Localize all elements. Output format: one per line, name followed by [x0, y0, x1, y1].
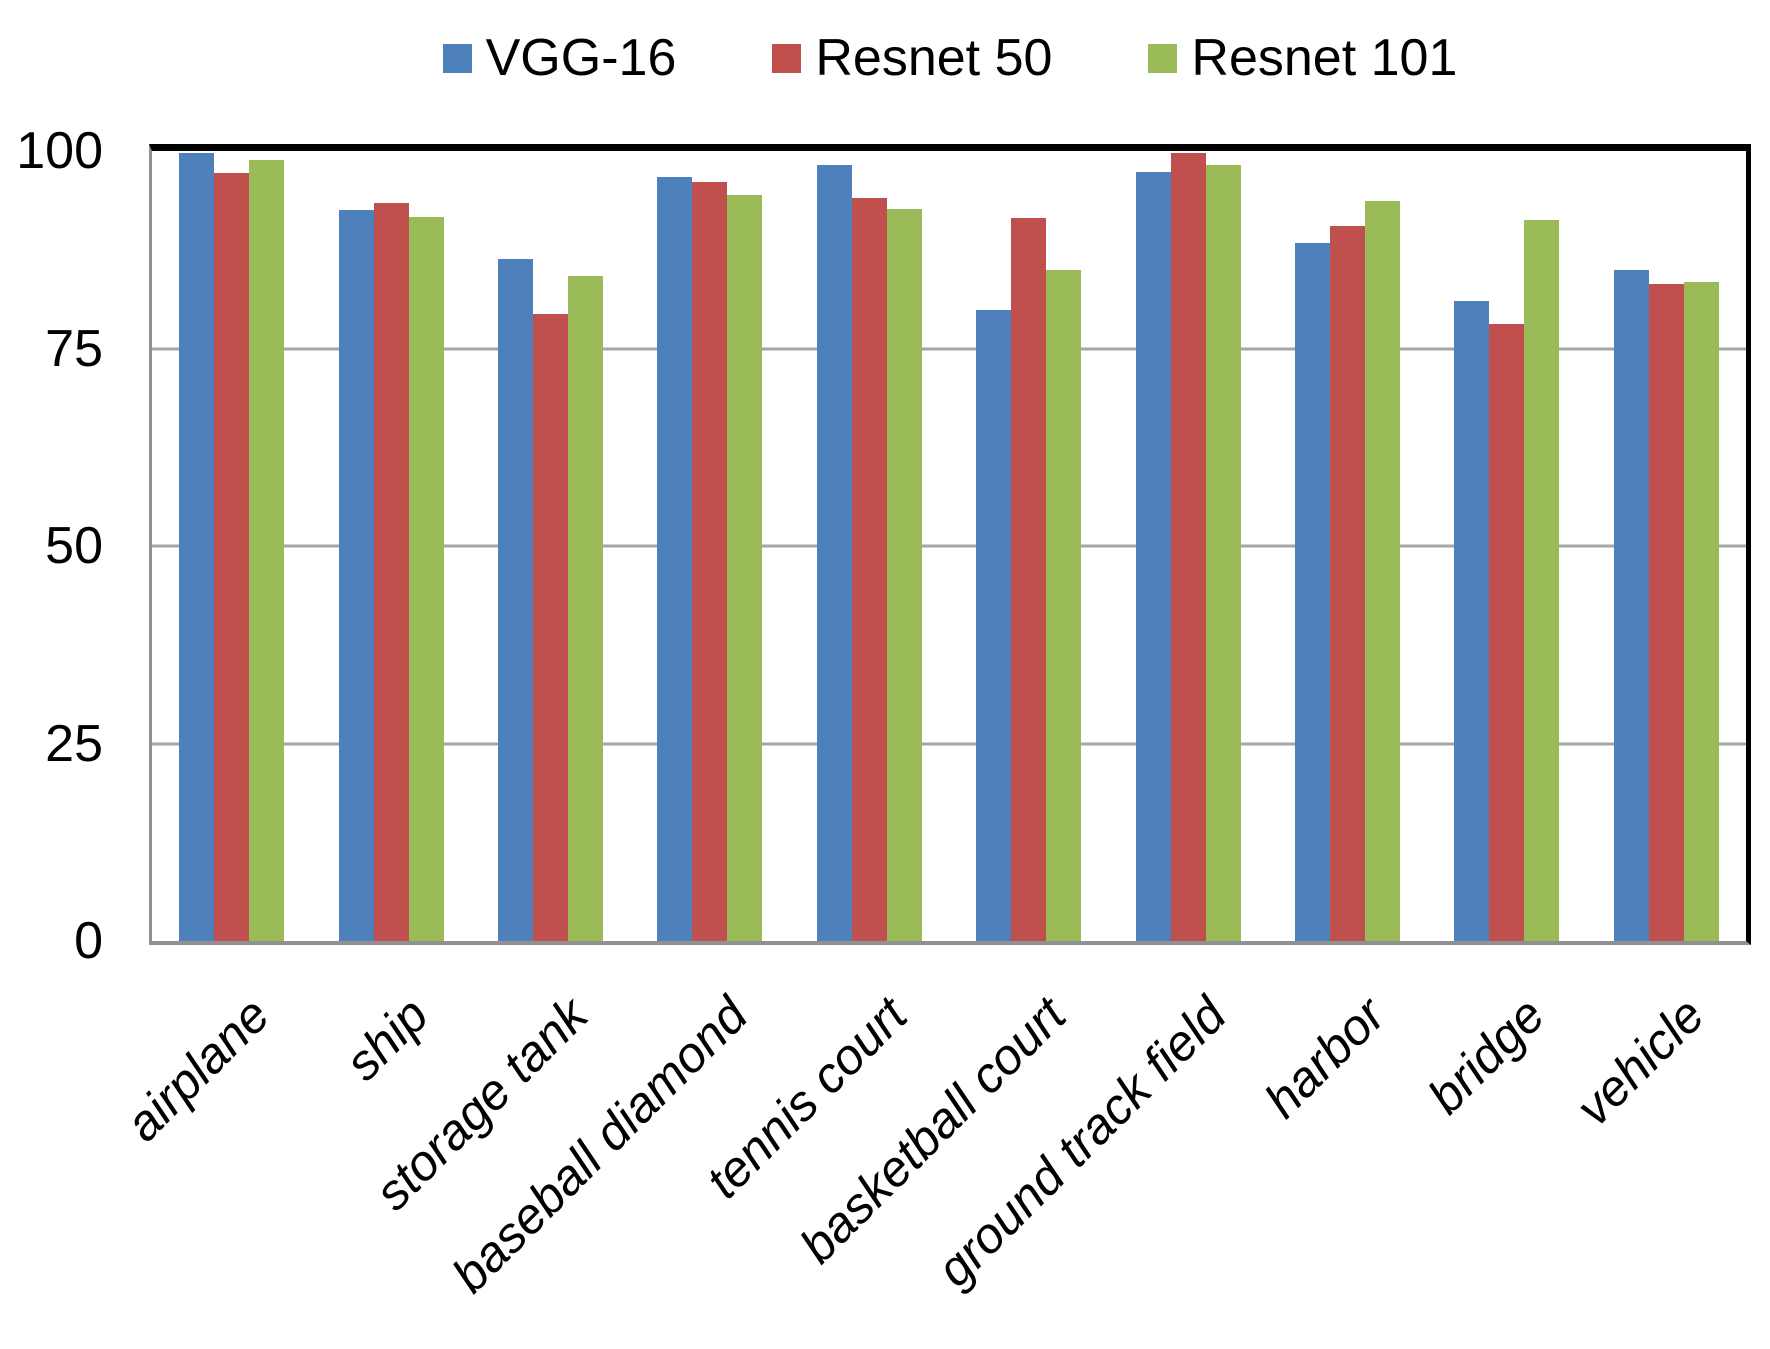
- legend-item-resnet-50[interactable]: Resnet 50: [772, 32, 1052, 84]
- bar-group-ship: [311, 151, 470, 941]
- y-tick-label-100: 100: [16, 122, 103, 180]
- bar-resnet-50-ground-track-field[interactable]: [1170, 152, 1206, 941]
- bar-resnet-101-basketball-court[interactable]: [1046, 270, 1082, 941]
- plot-area: [149, 144, 1751, 945]
- gridline-25: [152, 742, 1746, 745]
- x-axis-label-harbor: harbor: [1253, 986, 1396, 1129]
- x-axis-label-ship: ship: [334, 986, 440, 1092]
- y-tick-label-75: 75: [45, 319, 103, 378]
- bar-vgg-16-harbor[interactable]: [1295, 242, 1331, 941]
- bar-resnet-101-tennis-court[interactable]: [886, 208, 922, 941]
- bar-vgg-16-ship[interactable]: [338, 210, 374, 941]
- bar-vgg-16-storage-tank[interactable]: [498, 259, 534, 941]
- bar-vgg-16-bridge[interactable]: [1454, 301, 1490, 941]
- bar-resnet-101-baseball-diamond[interactable]: [727, 195, 763, 941]
- bar-vgg-16-tennis-court[interactable]: [816, 165, 852, 941]
- x-axis-label-baseball-diamond: baseball diamond: [441, 986, 759, 1304]
- bar-group-airplane: [152, 151, 311, 941]
- bar-vgg-16-baseball-diamond[interactable]: [657, 177, 693, 941]
- bar-resnet-101-ship[interactable]: [408, 217, 444, 941]
- bar-vgg-16-basketball-court[interactable]: [976, 309, 1012, 941]
- legend-label: Resnet 50: [815, 29, 1053, 87]
- bar-resnet-50-baseball-diamond[interactable]: [692, 181, 728, 941]
- x-axis-label-airplane: airplane: [114, 986, 280, 1152]
- bar-resnet-50-vehicle[interactable]: [1648, 283, 1684, 941]
- gridline-75: [152, 347, 1746, 350]
- bar-resnet-50-ship[interactable]: [373, 203, 409, 941]
- bar-vgg-16-ground-track-field[interactable]: [1135, 172, 1171, 941]
- bar-group-harbor: [1268, 151, 1427, 941]
- y-tick-label-0: 0: [74, 912, 103, 970]
- bar-group-vehicle: [1587, 151, 1746, 941]
- bar-resnet-50-basketball-court[interactable]: [1011, 218, 1047, 941]
- gridline-50: [152, 544, 1746, 548]
- bar-resnet-101-ground-track-field[interactable]: [1205, 165, 1241, 941]
- x-axis-label-ground-track-field: ground track field: [925, 986, 1237, 1298]
- bar-group-baseball-diamond: [630, 151, 789, 941]
- legend: VGG-16 Resnet 50 Resnet 101: [149, 26, 1751, 90]
- bar-vgg-16-airplane[interactable]: [179, 153, 215, 941]
- x-axis-label-bridge: bridge: [1417, 986, 1556, 1125]
- legend-item-vgg-16[interactable]: VGG-16: [442, 29, 677, 87]
- bar-group-basketball-court: [949, 151, 1108, 941]
- bar-resnet-101-vehicle[interactable]: [1683, 282, 1719, 941]
- legend-swatch-icon: [772, 43, 802, 73]
- legend-swatch-icon: [1148, 43, 1178, 73]
- bar-resnet-101-storage-tank[interactable]: [568, 275, 604, 941]
- bar-resnet-50-storage-tank[interactable]: [533, 313, 569, 941]
- bar-groups: [152, 151, 1746, 941]
- legend-label: Resnet 101: [1191, 29, 1458, 87]
- bar-vgg-16-vehicle[interactable]: [1613, 270, 1649, 941]
- bar-resnet-101-airplane[interactable]: [249, 159, 285, 941]
- bar-resnet-50-airplane[interactable]: [214, 173, 250, 941]
- bar-group-storage-tank: [471, 151, 630, 941]
- bar-resnet-101-bridge[interactable]: [1524, 219, 1560, 941]
- x-axis-label-vehicle: vehicle: [1564, 986, 1715, 1137]
- bar-resnet-50-tennis-court[interactable]: [851, 197, 887, 941]
- bar-resnet-50-bridge[interactable]: [1489, 324, 1525, 941]
- bar-resnet-101-harbor[interactable]: [1365, 200, 1401, 941]
- bar-resnet-50-harbor[interactable]: [1330, 226, 1366, 941]
- y-tick-label-50: 50: [45, 517, 103, 575]
- legend-swatch-icon: [442, 43, 472, 73]
- legend-label: VGG-16: [485, 29, 677, 87]
- legend-item-resnet-101[interactable]: Resnet 101: [1148, 32, 1457, 84]
- bar-group-tennis-court: [790, 151, 949, 941]
- bar-group-bridge: [1427, 151, 1586, 941]
- bar-group-ground-track-field: [1108, 151, 1267, 941]
- y-tick-label-25: 25: [45, 714, 103, 773]
